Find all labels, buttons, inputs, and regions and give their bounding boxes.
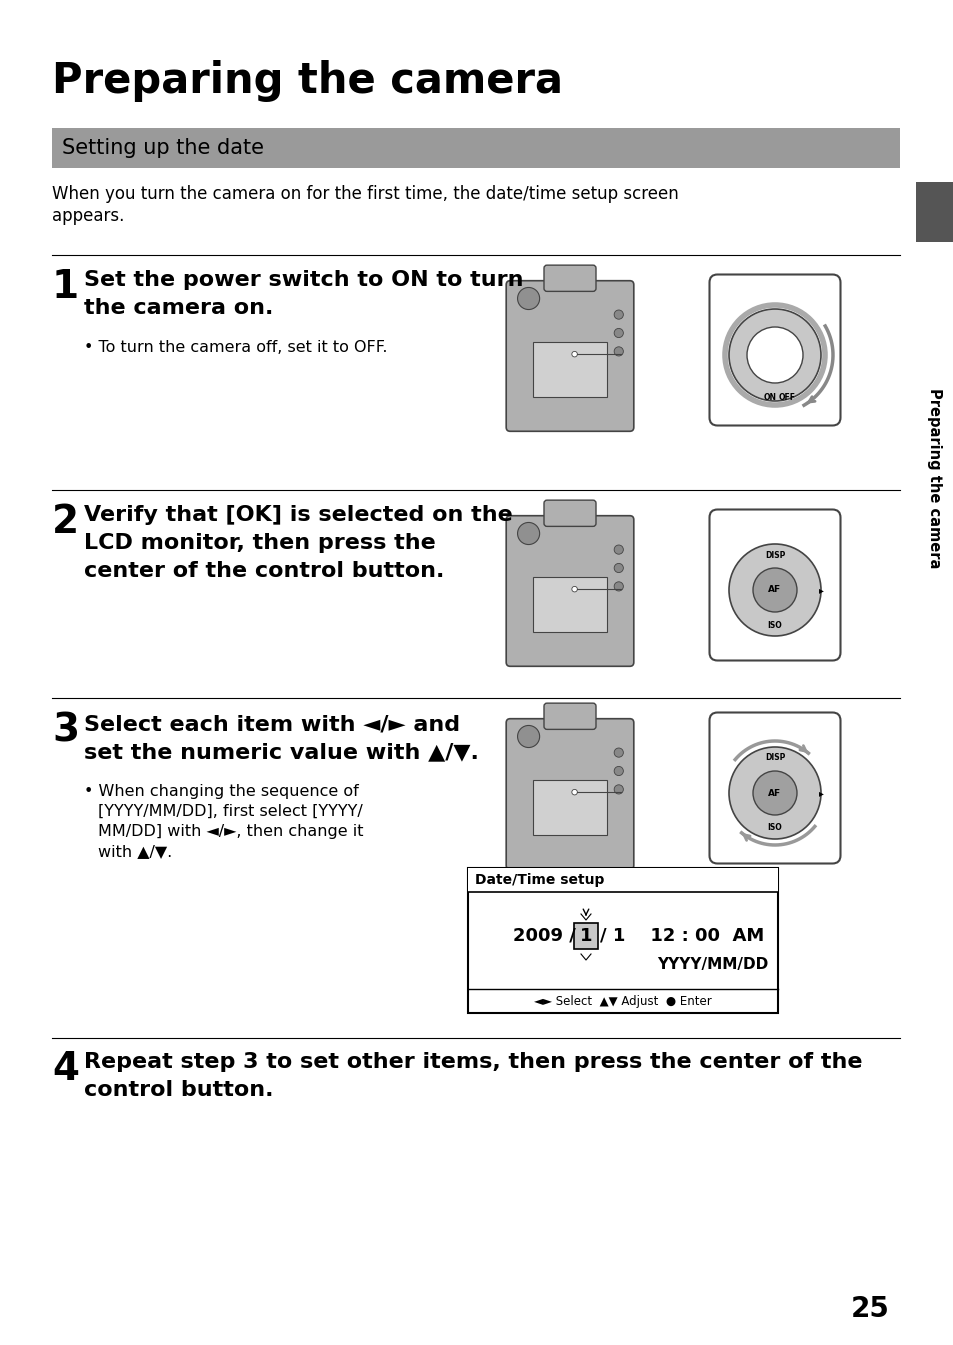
FancyBboxPatch shape [506,515,633,666]
Text: DISP: DISP [764,550,784,560]
Text: AF: AF [767,585,781,594]
Bar [52,128,899,168]
Text: 3: 3 [52,712,79,751]
FancyBboxPatch shape [543,265,596,292]
Circle shape [728,746,821,839]
Text: 25: 25 [850,1295,889,1323]
Text: Repeat step 3 to set other items, then press the center of the: Repeat step 3 to set other items, then p… [84,1052,862,1072]
Text: ◄► Select  ▲▼ Adjust  ● Enter: ◄► Select ▲▼ Adjust ● Enter [534,994,711,1007]
Text: center of the control button.: center of the control button. [84,561,444,581]
Text: • When changing the sequence of: • When changing the sequence of [84,784,358,799]
Text: control button.: control button. [84,1080,274,1100]
FancyBboxPatch shape [543,500,596,526]
Bar [533,342,606,397]
Text: OFF: OFF [778,393,795,402]
Text: YYYY/MM/DD: YYYY/MM/DD [656,956,767,971]
Circle shape [571,586,577,592]
Circle shape [728,543,821,636]
Text: MM/DD] with ◄/►, then change it: MM/DD] with ◄/►, then change it [98,824,363,839]
Text: 1: 1 [579,927,592,946]
Text: Select each item with ◄/► and: Select each item with ◄/► and [84,714,459,734]
Circle shape [517,522,539,545]
FancyBboxPatch shape [574,923,598,950]
Text: LCD monitor, then press the: LCD monitor, then press the [84,533,436,553]
FancyBboxPatch shape [709,713,840,863]
Text: When you turn the camera on for the first time, the date/time setup screen: When you turn the camera on for the firs… [52,186,678,203]
Text: Preparing the camera: Preparing the camera [926,387,942,568]
Text: ▸: ▸ [818,788,822,798]
Text: • To turn the camera off, set it to OFF.: • To turn the camera off, set it to OFF. [84,340,387,355]
Text: set the numeric value with ▲/▼.: set the numeric value with ▲/▼. [84,742,478,763]
Text: Setting up the date: Setting up the date [62,139,264,157]
Text: [YYYY/MM/DD], first select [YYYY/: [YYYY/MM/DD], first select [YYYY/ [98,804,362,819]
Text: Verify that [OK] is selected on the: Verify that [OK] is selected on the [84,504,512,525]
Circle shape [728,309,821,401]
Text: appears.: appears. [52,207,124,225]
Bar [533,780,606,835]
Circle shape [614,309,622,319]
Circle shape [571,351,577,356]
Text: ISO: ISO [767,823,781,833]
Text: 1: 1 [52,268,79,307]
Bar [468,868,778,892]
Bar [533,577,606,632]
Circle shape [752,568,796,612]
FancyBboxPatch shape [506,281,633,432]
Circle shape [614,784,622,794]
Circle shape [752,771,796,815]
Text: ISO: ISO [767,620,781,629]
Text: with ▲/▼.: with ▲/▼. [98,845,172,859]
Circle shape [614,582,622,590]
Text: DISP: DISP [764,753,784,763]
Bar [468,868,778,1013]
Text: Date/Time setup: Date/Time setup [475,873,604,886]
Circle shape [517,725,539,748]
FancyBboxPatch shape [709,510,840,660]
Circle shape [746,327,802,383]
Circle shape [614,347,622,356]
Circle shape [614,545,622,554]
Circle shape [614,328,622,338]
Text: AF: AF [767,788,781,798]
Text: ON: ON [762,393,776,402]
FancyBboxPatch shape [709,274,840,425]
Circle shape [614,564,622,573]
FancyBboxPatch shape [506,718,633,869]
Text: Preparing the camera: Preparing the camera [52,61,562,102]
Text: 2: 2 [52,503,79,541]
Circle shape [517,288,539,309]
Circle shape [614,748,622,757]
Text: 4: 4 [52,1050,79,1088]
Circle shape [614,767,622,776]
Text: ▸: ▸ [818,585,822,594]
Text: / 1    12 : 00  AM: / 1 12 : 00 AM [599,927,763,946]
FancyBboxPatch shape [543,703,596,729]
Bar [915,182,953,242]
Text: the camera on.: the camera on. [84,299,274,317]
Text: 2009 /: 2009 / [513,927,576,946]
Text: Set the power switch to ON to turn: Set the power switch to ON to turn [84,270,523,291]
Circle shape [571,790,577,795]
